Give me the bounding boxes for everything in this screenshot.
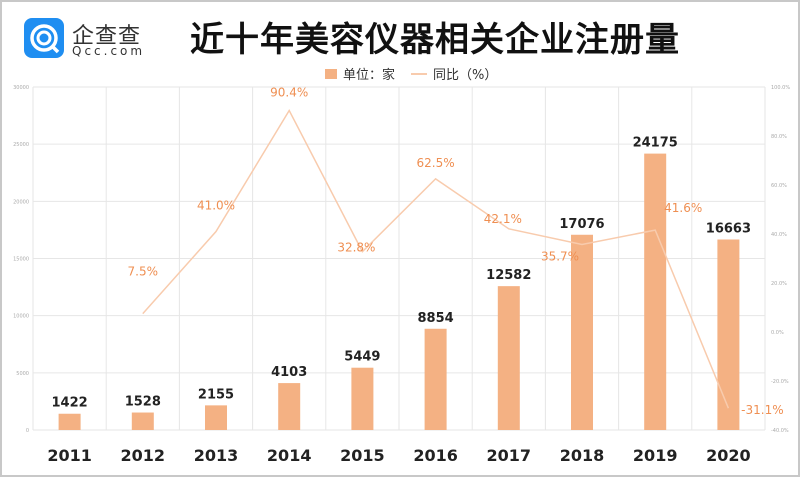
yoy-label-2020: -31.1% [741,403,783,417]
right-tick-label: 0.0% [771,330,784,336]
left-tick-label: 10000 [13,314,29,320]
qcc-logo-icon [24,18,64,58]
bar-label-2020: 16663 [706,221,751,236]
x-tick-label: 2020 [706,446,751,465]
bar-2014 [278,383,301,430]
x-tick-label: 2012 [121,446,166,465]
left-tick-label: 0 [26,428,29,434]
bar-label-2011: 1422 [52,396,88,411]
logo-domain: Qcc.com [72,44,146,58]
bar-2016 [424,328,447,430]
right-tick-label: 80.0% [771,134,787,140]
bar-label-2016: 8854 [418,311,454,326]
left-tick-label: 15000 [13,257,29,263]
x-tick-label: 2014 [267,446,312,465]
bar-label-2015: 5449 [344,350,380,365]
bar-label-2013: 2155 [198,387,234,402]
bar-2017 [497,286,520,430]
x-tick-label: 2015 [340,446,385,465]
left-tick-label: 30000 [13,85,29,91]
bar-label-2018: 17076 [559,217,604,232]
yoy-label-2019: 41.6% [664,201,702,215]
right-tick-label: 40.0% [771,232,787,238]
bar-2011 [58,413,81,430]
legend-line-label: 同比（%） [433,68,498,83]
x-tick-label: 2017 [487,446,532,465]
yoy-label-2015: 32.8% [337,241,375,255]
bar-2013 [205,405,227,430]
right-tick-label: -40.0% [771,428,789,434]
yoy-label-2017: 42.1% [484,212,522,226]
bar-2020 [717,239,740,430]
yoy-label-2018: 35.7% [541,250,579,264]
legend-bar-label: 单位：家 [343,68,396,83]
right-tick-label: 60.0% [771,183,787,189]
yoy-label-2013: 41.0% [197,199,235,213]
legend-bar-swatch [325,68,337,79]
left-tick-label: 25000 [13,142,29,148]
x-tick-label: 2011 [47,446,92,465]
right-tick-label: 20.0% [771,281,787,287]
left-tick-label: 5000 [16,371,29,377]
bar-2015 [351,367,374,430]
x-tick-label: 2016 [413,446,458,465]
left-tick-label: 20000 [13,199,29,205]
x-tick-label: 2013 [194,446,239,465]
legend-line-swatch [411,72,428,75]
yoy-label-2014: 90.4% [270,86,308,100]
logo-name: 企查查 [72,24,142,49]
bar-2019 [644,153,667,430]
x-tick-label: 2018 [560,446,605,465]
right-tick-label: -20.0% [771,379,789,385]
right-tick-label: 100.0% [771,85,790,91]
bar-2018 [571,234,593,430]
bar-label-2014: 4103 [271,365,307,380]
yoy-label-2016: 62.5% [417,156,455,170]
bar-label-2017: 12582 [486,268,531,283]
bar-label-2019: 24175 [633,136,678,151]
legend: 单位：家 同比（%） [325,64,497,83]
bar-label-2012: 1528 [125,395,161,410]
bar-2012 [131,412,154,430]
x-tick-label: 2019 [633,446,678,465]
chart-title: 近十年美容仪器相关企业注册量 [190,20,680,60]
yoy-label-2012: 7.5% [128,265,159,279]
